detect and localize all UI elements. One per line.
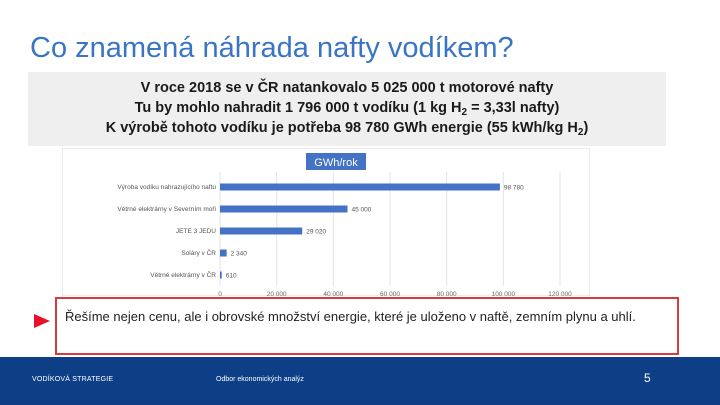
arrow-marker-icon <box>34 314 50 328</box>
x-tick-label: 60 000 <box>380 291 400 296</box>
footer-strategy-label: VODÍKOVÁ STRATEGIE <box>32 376 114 383</box>
footer-department-label: Odbor ekonomických analýz <box>216 376 304 383</box>
bar <box>220 205 348 213</box>
bar <box>220 227 303 235</box>
category-label: JETE 3 JEDU <box>176 228 216 235</box>
data-label: 45 000 <box>352 207 372 214</box>
data-label: 2 340 <box>231 251 248 258</box>
x-tick-label: 120 000 <box>548 291 572 296</box>
x-tick-label: 40 000 <box>323 291 343 296</box>
data-label: 98 780 <box>504 185 524 192</box>
category-label: Výroba vodíku nahrazujícího naftu <box>117 184 216 191</box>
x-tick-label: 100 000 <box>492 291 516 296</box>
info-box: V roce 2018 se v ČR natankovalo 5 025 00… <box>28 72 666 146</box>
highlight-note: Řešíme nejen cenu, ale i obrovské množst… <box>55 297 679 355</box>
data-label: 610 <box>226 273 237 280</box>
bar <box>220 249 227 257</box>
page-number: 5 <box>644 371 651 385</box>
info-line-3: K výrobě tohoto vodíku je potřeba 98 780… <box>105 120 589 138</box>
category-label: Větrné elektrárny v Severním moři <box>117 206 216 213</box>
x-tick-label: 20 000 <box>267 291 287 296</box>
slide-title: Co znamená náhrada nafty vodíkem? <box>30 32 514 64</box>
data-label: 29 020 <box>306 229 326 236</box>
category-label: Větrné elektrárny v ČR <box>150 270 216 279</box>
info-line-1: V roce 2018 se v ČR natankovalo 5 025 00… <box>140 80 554 96</box>
chart-title-box <box>306 153 366 170</box>
bar <box>220 271 222 279</box>
bar <box>220 183 500 191</box>
footer-bar: VODÍKOVÁ STRATEGIE Odbor ekonomických an… <box>0 357 720 405</box>
category-label: Soláry v ČR <box>181 248 216 257</box>
chart-title: GWh/rok <box>314 157 358 169</box>
x-tick-label: 80 000 <box>437 291 457 296</box>
energy-bar-chart: GWh/rok Výroba vodíku nahrazujícího naft… <box>62 148 590 296</box>
x-tick-label: 0 <box>218 291 222 296</box>
info-line-2: Tu by mohlo nahradit 1 796 000 t vodíku … <box>134 100 560 118</box>
